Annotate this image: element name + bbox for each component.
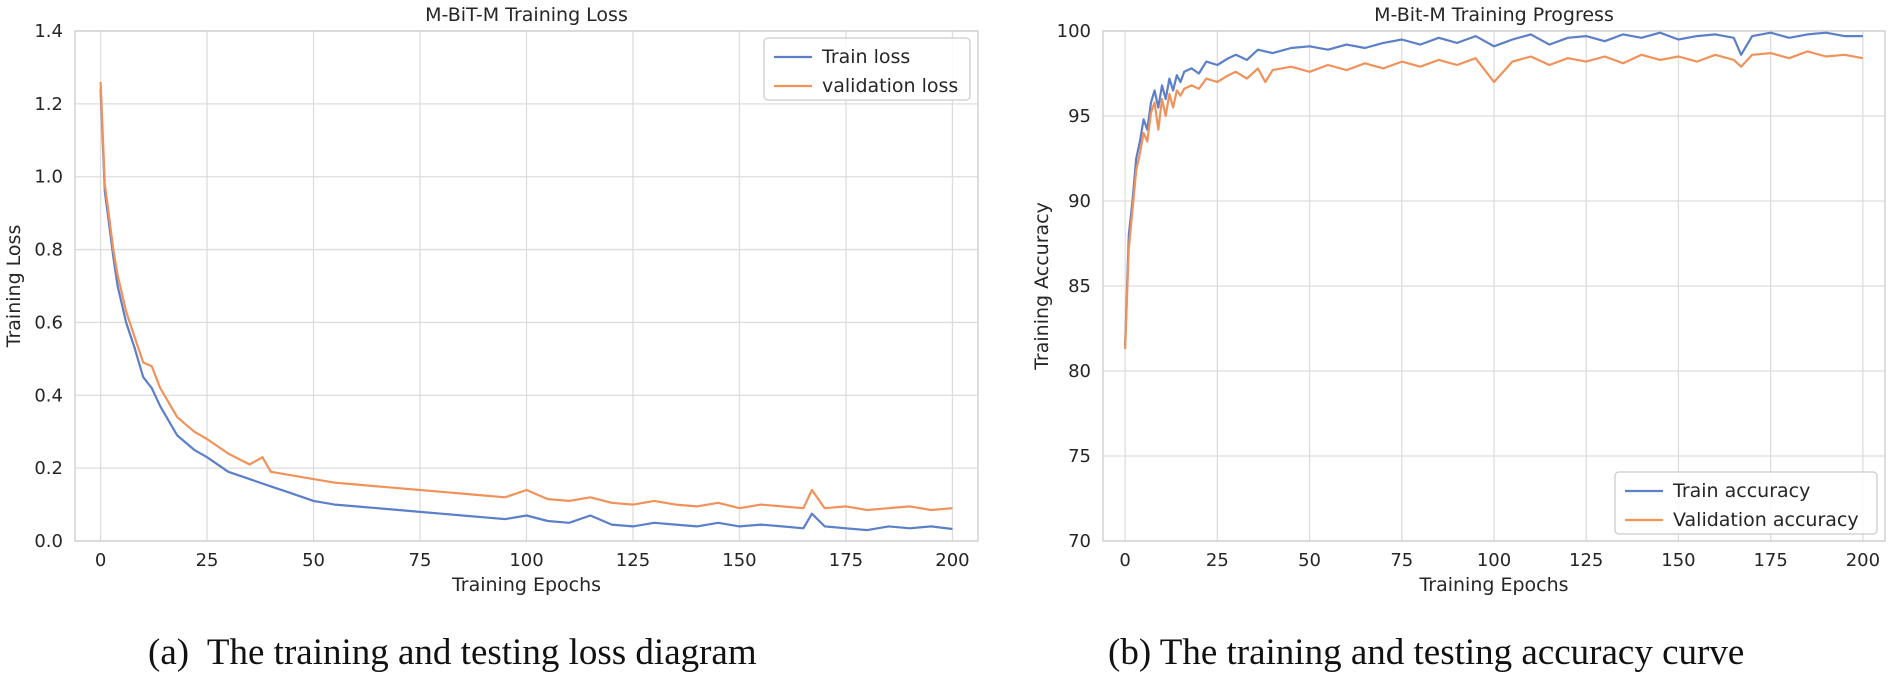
- accuracy-chart-x-axis-label: Training Epochs: [1418, 574, 1568, 596]
- accuracy-legend-box: [1614, 471, 1878, 535]
- accuracy-y-tick-label: 80: [1068, 361, 1091, 382]
- accuracy-y-tick-label: 85: [1068, 276, 1091, 297]
- accuracy-chart-tick-labels: 0 25 50 75 100 125 150 175 200 70 75 80 85 90 95 100: [1057, 21, 1880, 571]
- accuracy-x-tick-label: 125: [1569, 550, 1603, 571]
- loss-x-tick-label: 200: [935, 550, 969, 571]
- loss-chart-x-axis-label: Training Epochs: [451, 574, 601, 596]
- loss-x-tick-label: 0: [95, 550, 106, 571]
- accuracy-x-tick-label: 175: [1753, 550, 1787, 571]
- loss-x-tick-label: 50: [302, 550, 325, 571]
- accuracy-x-tick-label: 50: [1298, 550, 1321, 571]
- loss-series-line-train: [99, 89, 953, 532]
- accuracy-x-tick-label: 100: [1477, 550, 1511, 571]
- accuracy-chart-series: [1124, 31, 1864, 349]
- loss-x-tick-label: 150: [722, 550, 756, 571]
- loss-chart: 0 25 50 75 100 125 150 175 200 0.0 0.2 0.4 0.6 0.8 1.0…: [3, 4, 979, 596]
- accuracy-series-line-train: [1124, 31, 1863, 346]
- accuracy-x-tick-label: 25: [1206, 550, 1229, 571]
- accuracy-legend-label-validation: Validation accuracy: [1673, 509, 1859, 531]
- loss-chart-title: M-BiT-M Training Loss: [425, 4, 628, 26]
- accuracy-x-tick-label: 75: [1390, 550, 1413, 571]
- loss-chart-series: [99, 81, 953, 532]
- loss-y-tick-label: 0.0: [34, 531, 63, 552]
- accuracy-x-tick-label: 200: [1846, 550, 1880, 571]
- loss-legend-label-validation: validation loss: [822, 75, 958, 97]
- loss-chart-plot-frame: [74, 30, 979, 542]
- caption-a: (a) The training and testing loss diagra…: [148, 632, 757, 673]
- accuracy-y-tick-label: 100: [1057, 21, 1091, 42]
- loss-y-tick-label: 1.4: [34, 21, 63, 42]
- loss-chart-gridlines: [75, 30, 978, 542]
- accuracy-y-tick-label: 90: [1068, 191, 1091, 212]
- loss-x-tick-label: 100: [509, 550, 543, 571]
- loss-legend-box: [763, 37, 971, 101]
- accuracy-chart-title: M-Bit-M Training Progress: [1374, 4, 1614, 26]
- accuracy-x-tick-label: 0: [1119, 550, 1130, 571]
- accuracy-chart: 0 25 50 75 100 125 150 175 200 70 75 80 85 90 95 100 M-…: [1031, 4, 1886, 596]
- loss-x-tick-label: 125: [616, 550, 650, 571]
- loss-chart-legend: Train loss validation loss: [763, 37, 971, 101]
- accuracy-y-tick-label: 75: [1068, 446, 1091, 467]
- accuracy-x-tick-label: 150: [1661, 550, 1695, 571]
- loss-y-tick-label: 1.0: [34, 167, 63, 188]
- accuracy-y-tick-label: 70: [1068, 531, 1091, 552]
- accuracy-series-line-validation: [1124, 50, 1864, 349]
- loss-x-tick-label: 75: [409, 550, 432, 571]
- loss-x-tick-label: 25: [196, 550, 219, 571]
- caption-b: (b) The training and testing accuracy cu…: [1108, 632, 1744, 673]
- loss-x-tick-label: 175: [829, 550, 863, 571]
- loss-y-tick-label: 1.2: [34, 94, 63, 115]
- loss-legend-label-train: Train loss: [821, 46, 910, 68]
- accuracy-chart-y-axis-label: Training Accuracy: [1031, 202, 1053, 371]
- loss-series-line-validation: [99, 81, 953, 512]
- loss-y-tick-label: 0.4: [34, 385, 63, 406]
- accuracy-legend-label-train: Train accuracy: [1672, 480, 1810, 502]
- loss-chart-y-axis-label: Training Loss: [3, 225, 25, 349]
- loss-chart-tick-labels: 0 25 50 75 100 125 150 175 200 0.0 0.2 0.4 0.6 0.8 1.0…: [34, 21, 969, 571]
- accuracy-chart-legend: Train accuracy Validation accuracy: [1614, 471, 1878, 535]
- loss-y-tick-label: 0.8: [34, 240, 63, 261]
- loss-y-tick-label: 0.2: [34, 458, 63, 479]
- accuracy-chart-plot-frame: [1102, 30, 1886, 542]
- loss-y-tick-label: 0.6: [34, 312, 63, 333]
- accuracy-chart-gridlines: [1103, 30, 1885, 542]
- accuracy-y-tick-label: 95: [1068, 106, 1091, 127]
